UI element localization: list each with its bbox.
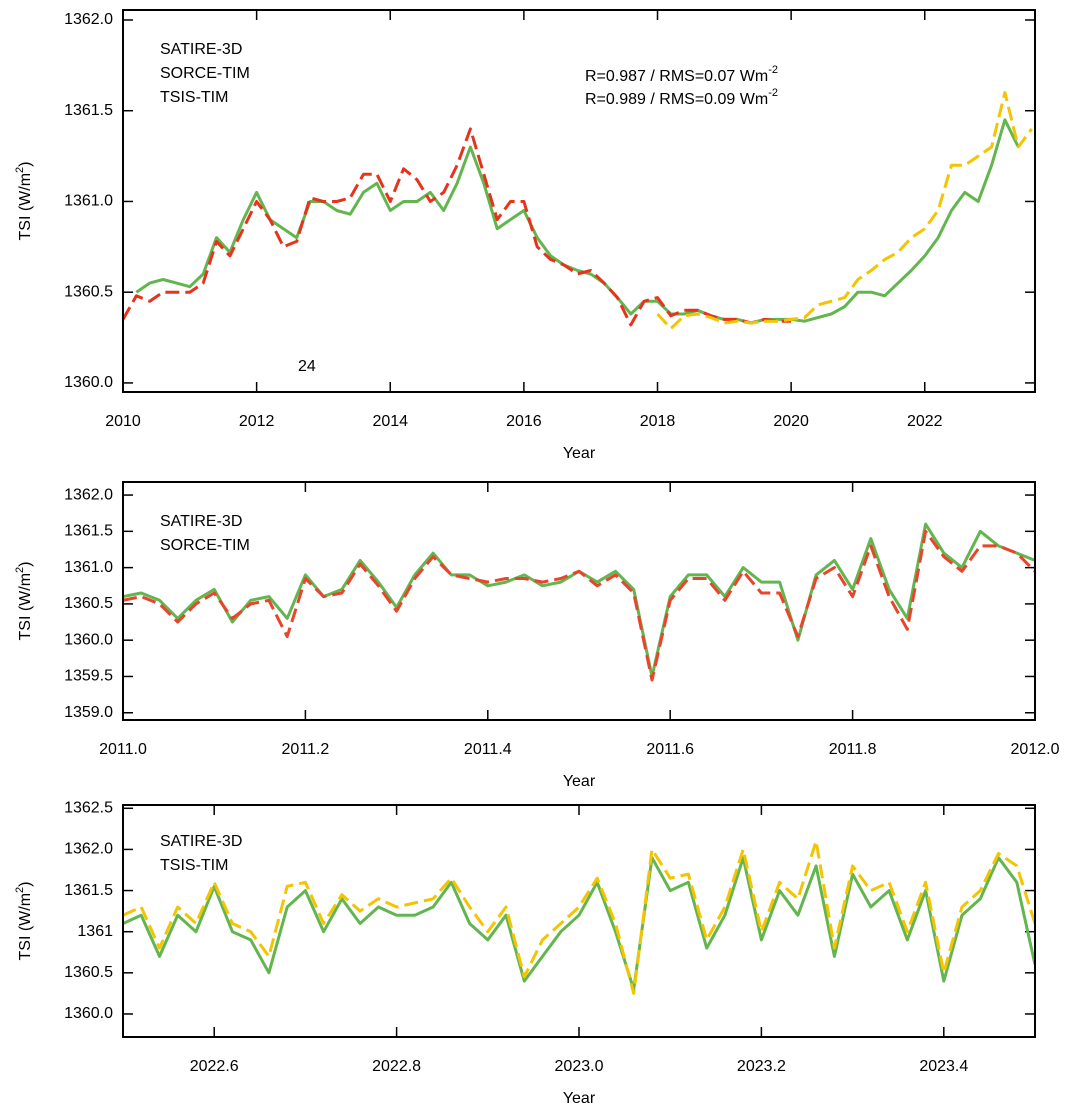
x-tick-label: 2022.8 xyxy=(372,1058,421,1075)
y-tick-label: 1362.0 xyxy=(64,11,113,28)
y-axis-label: TSI (W/m2) xyxy=(14,162,34,241)
annotation: 24 xyxy=(298,358,316,375)
annotation-text: 24 xyxy=(298,358,316,375)
y-tick-label: 1361.5 xyxy=(64,523,113,540)
x-tick-label: 2018 xyxy=(640,413,676,430)
y-tick-label: 1361.0 xyxy=(64,559,113,576)
annotation: R=0.989 / RMS=0.09 Wm-2 xyxy=(585,87,778,108)
x-tick-label: 2011.8 xyxy=(829,741,877,758)
annotation-sup: -2 xyxy=(768,87,778,99)
x-axis-label: Year xyxy=(563,1090,596,1107)
series-group xyxy=(123,522,1035,682)
legend-entry: SATIRE-3D xyxy=(160,513,242,530)
y-axis-label-sup: 2 xyxy=(14,887,26,893)
x-tick-label: 2020 xyxy=(773,413,809,430)
plot-frame xyxy=(122,481,1036,721)
y-tick-label: 1361.0 xyxy=(64,193,113,210)
y-axis-label-part: TSI (W/m xyxy=(17,893,34,961)
x-tick-label: 2012.0 xyxy=(1011,741,1060,758)
y-tick-label: 1361.5 xyxy=(64,102,113,119)
y-axis-label-sup: 2 xyxy=(14,167,26,173)
x-tick-label: 2012 xyxy=(239,413,275,430)
series-group xyxy=(123,91,1033,330)
y-axis-label-sup: 2 xyxy=(14,567,26,573)
x-tick-label: 2014 xyxy=(372,413,408,430)
x-tick-label: 2022.6 xyxy=(190,1058,239,1075)
y-tick-label: 1359.0 xyxy=(64,704,113,721)
x-tick-label: 2023.4 xyxy=(919,1058,968,1075)
x-tick-label: 2011.6 xyxy=(646,741,694,758)
panel: 1359.0 1359.5 1360.0 1360.5 1361.0 1361.5 1362… xyxy=(14,481,1060,790)
annotation-text: R=0.989 / RMS=0.09 Wm xyxy=(585,91,768,108)
legend-entry: SORCE-TIM xyxy=(160,537,250,554)
panel: 1360.0 1360.5 1361 1361.5 1362.0 1362.5 2022.6… xyxy=(14,800,1036,1107)
x-tick-label: 2022 xyxy=(907,413,943,430)
x-tick-label: 2023.0 xyxy=(555,1058,604,1075)
x-axis-label: Year xyxy=(563,445,596,462)
x-tick-label: 2023.2 xyxy=(737,1058,786,1075)
y-axis-label-part: TSI (W/m xyxy=(17,173,34,241)
y-axis-label-part: ) xyxy=(17,562,34,567)
y-axis-label: TSI (W/m2) xyxy=(14,562,34,641)
y-tick-label: 1360.0 xyxy=(64,374,113,391)
x-axis-label: Year xyxy=(563,773,596,790)
legend-entry: TSIS-TIM xyxy=(160,89,228,106)
y-axis-label-part: TSI (W/m xyxy=(17,573,34,641)
y-tick-label: 1360.5 xyxy=(64,283,113,300)
y-tick-label: 1361.5 xyxy=(64,882,113,899)
series-group xyxy=(123,839,1035,995)
series-line xyxy=(123,839,1035,995)
y-axis-label-part: ) xyxy=(17,162,34,167)
y-tick-label: 1361 xyxy=(77,923,113,940)
series-line xyxy=(123,856,1035,991)
legend-entry: SATIRE-3D xyxy=(160,833,242,850)
panel: 1360.0 1360.5 1361.0 1361.5 1362.0 2010 2012 20… xyxy=(14,9,1036,462)
x-tick-label: 2016 xyxy=(506,413,542,430)
series-line xyxy=(123,127,792,327)
x-tick-label: 2011.0 xyxy=(99,741,147,758)
y-tick-label: 1362.5 xyxy=(64,800,113,817)
annotation-sup: -2 xyxy=(768,64,778,76)
legend-entry: SATIRE-3D xyxy=(160,41,242,58)
y-tick-label: 1362.0 xyxy=(64,486,113,503)
y-axis-label: TSI (W/m2) xyxy=(14,882,34,961)
legend-entry: TSIS-TIM xyxy=(160,857,228,874)
y-tick-label: 1362.0 xyxy=(64,841,113,858)
legend-entry: SORCE-TIM xyxy=(160,65,250,82)
x-tick-label: 2010 xyxy=(105,413,141,430)
y-tick-label: 1359.5 xyxy=(64,668,113,685)
y-axis-label-part: ) xyxy=(17,882,34,887)
series-line xyxy=(123,522,1035,678)
series-line xyxy=(656,91,1033,330)
x-tick-label: 2011.2 xyxy=(282,741,330,758)
series-line xyxy=(135,118,1020,325)
y-tick-label: 1360.5 xyxy=(64,964,113,981)
annotation: R=0.987 / RMS=0.07 Wm-2 xyxy=(585,64,778,85)
x-tick-label: 2011.4 xyxy=(464,741,512,758)
y-tick-label: 1360.0 xyxy=(64,1005,113,1022)
plot-frame xyxy=(122,9,1036,393)
plot-frame xyxy=(122,804,1036,1038)
series-line xyxy=(123,529,1035,682)
annotation-text: R=0.987 / RMS=0.07 Wm xyxy=(585,68,768,85)
y-tick-label: 1360.0 xyxy=(64,631,113,648)
y-tick-label: 1360.5 xyxy=(64,595,113,612)
